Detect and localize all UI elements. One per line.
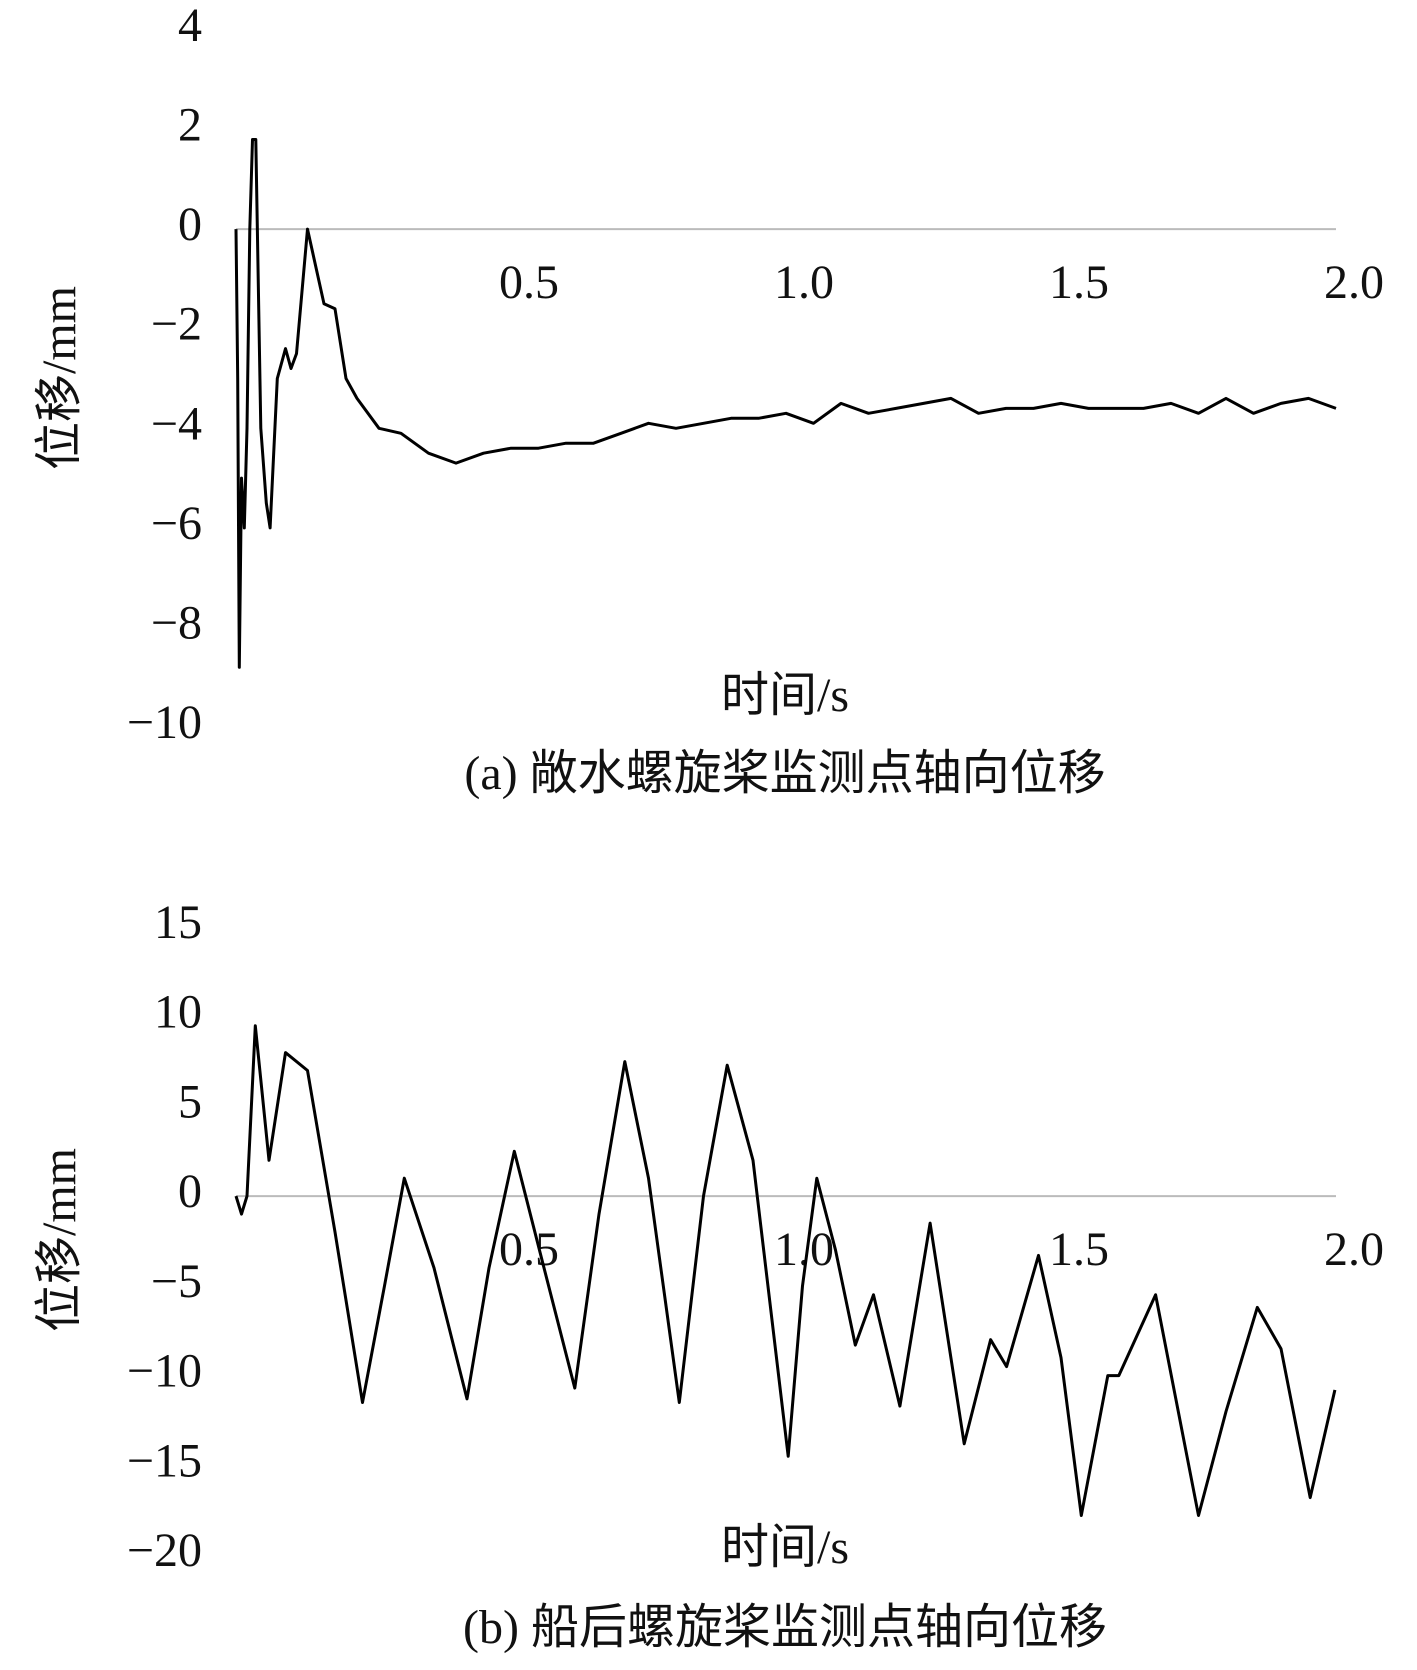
y-tick-label: 10 — [154, 986, 202, 1039]
y-tick-label: −5 — [151, 1255, 202, 1308]
x-tick-label: 0.5 — [499, 1223, 559, 1276]
x-tick-label: 2.0 — [1324, 256, 1384, 309]
data-line — [234, 138, 1337, 669]
caption: (b) 船后螺旋桨监测点轴向位移 — [463, 1601, 1107, 1654]
y-tick-label: 15 — [154, 896, 202, 949]
y-tick-label: 5 — [178, 1075, 202, 1128]
y-tick-label: 0 — [178, 198, 202, 251]
y-tick-label: 2 — [178, 99, 202, 152]
y-tick-label: −15 — [127, 1434, 202, 1487]
x-axis-label: 时间/s — [721, 669, 849, 722]
y-tick-label: −6 — [151, 497, 202, 550]
x-tick-label: 1.5 — [1049, 1223, 1109, 1276]
y-axis-label: 位移/mm — [33, 1148, 86, 1332]
data-line — [234, 1024, 1337, 1517]
y-tick-label: −20 — [127, 1524, 202, 1577]
x-axis-label: 时间/s — [721, 1521, 849, 1574]
x-tick-label: 1.5 — [1049, 256, 1109, 309]
caption: (a) 敞水螺旋桨监测点轴向位移 — [464, 747, 1105, 800]
y-tick-label: −2 — [151, 298, 202, 351]
y-tick-label: 0 — [178, 1165, 202, 1218]
y-tick-label: −10 — [127, 1345, 202, 1398]
y-tick-label: −10 — [127, 696, 202, 749]
x-tick-label: 1.0 — [774, 256, 834, 309]
y-axis-label: 位移/mm — [33, 286, 86, 470]
y-tick-label: −8 — [151, 596, 202, 649]
x-tick-label: 0.5 — [499, 256, 559, 309]
y-tick-label: 4 — [178, 0, 202, 52]
y-tick-label: −4 — [151, 397, 202, 450]
x-tick-label: 2.0 — [1324, 1223, 1384, 1276]
